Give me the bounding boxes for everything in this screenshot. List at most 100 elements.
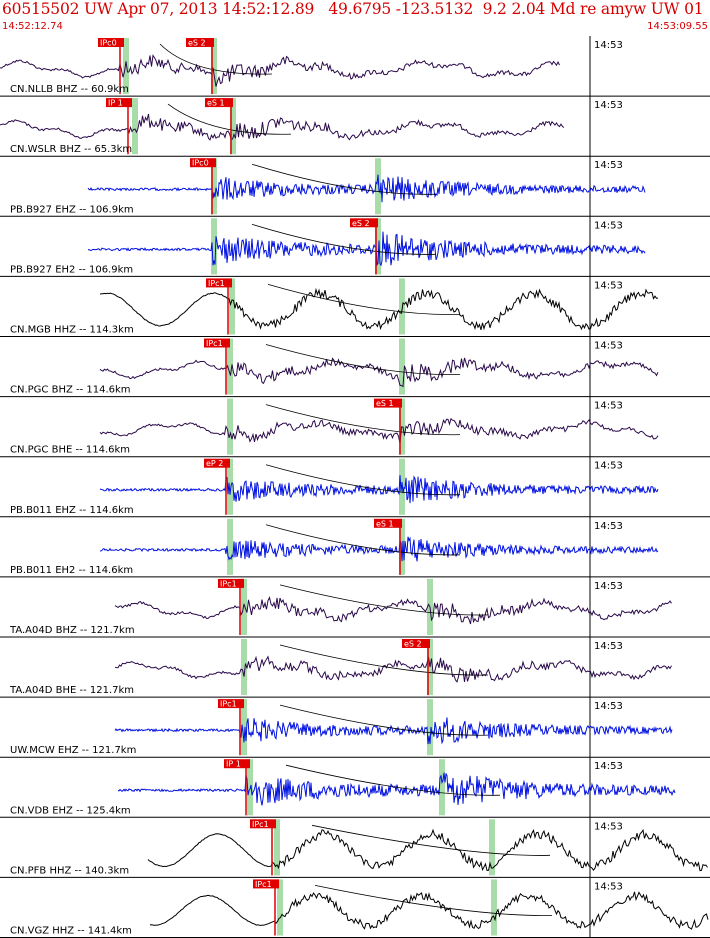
p-window-marker [277, 879, 283, 936]
p-pick-flag[interactable] [253, 879, 279, 889]
p-pick-label: IPc0 [192, 159, 209, 168]
waveform [147, 828, 708, 872]
p-pick-label: IPc1 [206, 339, 223, 348]
s-window-marker [491, 879, 497, 936]
traveltime-curve [265, 344, 461, 376]
station-label: CN.PFB HHZ -- 140.3km [10, 865, 129, 876]
s-pick-flag[interactable] [374, 518, 402, 528]
traveltime-curve [267, 284, 461, 315]
station-label: CN.PGC BHE -- 114.6km [10, 445, 130, 456]
station-label: CN.VDB EHZ -- 125.4km [10, 805, 131, 816]
s-window-marker [399, 338, 405, 395]
trace-row[interactable]: eS 1 PB.B011 EH2 -- 114.6km 14:53 [0, 516, 710, 578]
trace-row[interactable]: eS 2 PB.B927 EH2 -- 106.9km 14:53 [0, 216, 710, 277]
trace-row[interactable]: IPc1 CN.PGC BHZ -- 114.6km 14:53 [0, 336, 710, 398]
s-window-marker [211, 38, 217, 95]
s-pick-label: eS 1 [376, 399, 394, 408]
p-window-marker [211, 158, 217, 215]
p-pick-label: IPc1 [255, 880, 272, 889]
p-window-marker [227, 458, 233, 515]
p-window-marker [274, 819, 280, 876]
traveltime-curve [265, 464, 461, 496]
station-label: CN.WSLR BHZ -- 65.3km [10, 144, 132, 155]
s-pick-label: eS 1 [376, 519, 394, 528]
minute-tick-label: 14:53 [594, 160, 623, 171]
traveltime-curve [159, 43, 273, 75]
station-label: CN.MGB HHZ -- 114.3km [10, 325, 134, 336]
trace-row[interactable]: IP 1 CN.VDB EHZ -- 125.4km 14:53 [0, 757, 710, 818]
p-window-marker [227, 398, 233, 455]
trace-row[interactable]: IPc0 PB.B927 EHZ -- 106.9km 14:53 [0, 156, 710, 217]
waveform [87, 174, 646, 203]
s-window-marker [439, 759, 445, 816]
minute-tick-label: 14:53 [594, 401, 623, 412]
trace-row[interactable]: eS 2 TA.A04D BHE -- 121.7km 14:53 [0, 637, 710, 698]
waveform [114, 655, 672, 683]
station-label: TA.A04D BHE -- 121.7km [9, 685, 134, 696]
traveltime-curve [285, 764, 501, 796]
waveform [99, 287, 659, 331]
p-pick-label: IPc1 [208, 279, 225, 288]
station-label: TA.A04D BHZ -- 121.7km [9, 625, 135, 636]
minute-tick-label: 14:53 [594, 341, 623, 352]
s-pick-flag[interactable] [205, 98, 233, 108]
minute-tick-label: 14:53 [594, 220, 623, 231]
trace-row[interactable]: eS 1 CN.PGC BHE -- 114.6km 14:53 [0, 396, 710, 458]
station-label: PB.B011 EH2 -- 114.6km [10, 565, 133, 576]
minute-tick-label: 14:53 [594, 821, 623, 832]
p-window-marker [211, 218, 217, 275]
p-pick-label: IP 1 [108, 99, 123, 108]
trace-row[interactable]: IPc1 UW.MCW EHZ -- 121.7km 14:53 [0, 697, 710, 758]
minute-tick-label: 14:53 [594, 641, 623, 652]
trace-row[interactable]: IPc0 eS 2 CN.NLLB BHZ -- 60.9km 14:53 [0, 36, 710, 97]
trace-row[interactable]: IPc1 CN.PFB HHZ -- 140.3km 14:53 [0, 817, 710, 878]
s-pick-label: eS 2 [188, 39, 206, 48]
trace-row[interactable]: IPc1 CN.MGB HHZ -- 114.3km 14:53 [0, 276, 710, 337]
p-pick-flag[interactable] [190, 158, 216, 168]
p-pick-flag[interactable] [204, 338, 230, 348]
traveltime-curve [279, 704, 489, 736]
s-pick-label: eS 1 [207, 99, 225, 108]
p-pick-flag[interactable] [106, 98, 132, 108]
p-pick-label: eP 2 [206, 459, 223, 468]
minute-tick-label: 14:53 [594, 40, 623, 51]
trace-row[interactable]: eP 2 PB.B011 EHZ -- 114.6km 14:53 [0, 456, 710, 518]
waveform [99, 475, 659, 504]
p-window-marker [241, 699, 247, 756]
s-window-marker [427, 639, 433, 696]
p-pick-flag[interactable] [218, 699, 244, 709]
station-label: CN.NLLB BHZ -- 60.9km [10, 84, 129, 95]
s-window-marker [399, 518, 405, 575]
s-pick-flag[interactable] [350, 218, 378, 228]
p-pick-flag[interactable] [98, 38, 124, 47]
traveltime-curve [251, 223, 437, 255]
minute-tick-label: 14:53 [594, 521, 623, 532]
s-pick-flag[interactable] [186, 38, 214, 47]
waveform [99, 536, 659, 562]
station-label: PB.B011 EHZ -- 114.6km [10, 505, 134, 516]
s-pick-flag[interactable] [374, 398, 402, 408]
p-pick-label: IPc1 [252, 820, 269, 829]
s-window-marker [427, 699, 433, 756]
p-pick-flag[interactable] [218, 578, 244, 588]
p-pick-flag[interactable] [224, 759, 250, 769]
waveform [99, 417, 659, 444]
seismogram-panel: IPc0 eS 2 CN.NLLB BHZ -- 60.9km 14:53 IP 1 eS… [0, 36, 710, 938]
p-window-marker [241, 578, 247, 635]
trace-row[interactable]: IPc1 CN.VGZ HHZ -- 141.4km 14:53 [0, 877, 710, 938]
p-pick-flag[interactable] [206, 278, 232, 288]
p-pick-label: IP 1 [226, 760, 241, 769]
p-pick-flag[interactable] [250, 819, 276, 829]
s-pick-label: eS 2 [352, 219, 370, 228]
p-window-marker [227, 518, 233, 575]
p-pick-label: IPc1 [220, 579, 237, 588]
station-label: PB.B927 EHZ -- 106.9km [10, 204, 134, 215]
p-pick-label: IPc0 [100, 39, 117, 48]
trace-row[interactable]: IPc1 TA.A04D BHZ -- 121.7km 14:53 [0, 576, 710, 638]
waveform [117, 772, 676, 806]
s-pick-flag[interactable] [402, 639, 430, 648]
p-pick-flag[interactable] [204, 458, 230, 468]
trace-row[interactable]: IP 1 eS 1 CN.WSLR BHZ -- 65.3km 14:53 [0, 96, 710, 157]
p-window-marker [227, 338, 233, 395]
s-window-marker [489, 819, 495, 876]
